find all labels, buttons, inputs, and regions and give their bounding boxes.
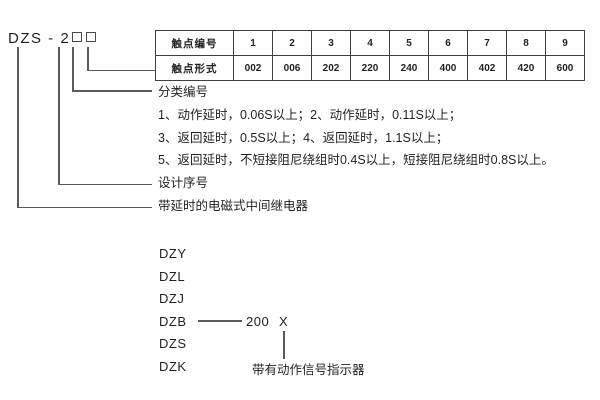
table-cell: 6 (428, 30, 468, 56)
series-suffix-note: 带有动作信号指示器 (252, 363, 365, 377)
table-row-header-contact-number: 触点编号 (155, 30, 234, 56)
leader-line-vertical-table (87, 47, 89, 71)
leader-line-horizontal-relay-type (17, 206, 152, 209)
series-item-dzk: DZK (159, 359, 187, 374)
model-code-prefix: DZS - 2 (8, 30, 71, 47)
table-cell: 400 (428, 55, 468, 81)
leader-line-horizontal-classification (72, 90, 152, 92)
table-cell: 4 (350, 30, 390, 56)
leader-line-vertical-relay-type (17, 47, 19, 208)
table-cell: 006 (272, 55, 312, 81)
series-suffix-letter: X (279, 314, 288, 329)
note-line-1: 1、动作延时，0.06S以上；2、动作延时，0.11S以上； (158, 108, 462, 122)
table-cell: 5 (389, 30, 429, 56)
table-cell: 420 (506, 55, 546, 81)
series-item-dzy: DZY (159, 246, 187, 261)
table-cell: 220 (350, 55, 390, 81)
series-suffix-leader-line (283, 331, 285, 359)
note-line-2: 3、返回延时，0.5S以上；4、返回延时，1.1S以上； (158, 131, 449, 145)
table-cell: 8 (506, 30, 546, 56)
model-code-box-2 (86, 32, 97, 42)
series-item-dzj: DZJ (159, 291, 185, 306)
series-item-dzs: DZS (159, 336, 187, 351)
model-code-label: DZS - 2 (8, 30, 98, 47)
table-cell: 600 (545, 55, 585, 81)
series-item-dzl: DZL (159, 269, 186, 284)
table-cell: 202 (311, 55, 351, 81)
table-cell: 402 (467, 55, 507, 81)
note-line-3: 5、返回延时，不短接阻尼绕组时0.4S以上，短接阻尼绕组时0.8S以上。 (158, 153, 554, 167)
series-connector-line (198, 320, 242, 322)
table-row-contact-form: 触点形式 002 006 202 220 240 400 402 420 600 (155, 55, 585, 81)
callout-label-classification: 分类编号 (158, 85, 209, 99)
model-code-box-1 (72, 32, 83, 42)
table-cell: 240 (389, 55, 429, 81)
table-cell: 2 (272, 30, 312, 56)
table-cell: 7 (467, 30, 507, 56)
contact-code-table: 触点编号 1 2 3 4 5 6 7 8 9 触点形式 002 006 202 … (155, 30, 585, 81)
table-cell: 002 (233, 55, 273, 81)
callout-label-design-serial: 设计序号 (158, 176, 209, 190)
series-suffix-number: 200 (246, 314, 270, 329)
leader-line-vertical-design-serial (58, 47, 60, 185)
table-row-header-contact-form: 触点形式 (155, 55, 234, 81)
leader-line-horizontal-table (87, 69, 155, 72)
leader-line-horizontal-design-serial (58, 183, 152, 186)
table-cell: 1 (233, 30, 273, 56)
table-cell: 9 (545, 30, 585, 56)
table-cell: 3 (311, 30, 351, 56)
series-item-dzb: DZB (159, 314, 187, 329)
leader-line-vertical-classification (72, 47, 74, 91)
table-row-contact-number: 触点编号 1 2 3 4 5 6 7 8 9 (155, 30, 585, 56)
callout-label-relay-type: 带延时的电磁式中间继电器 (158, 199, 309, 213)
